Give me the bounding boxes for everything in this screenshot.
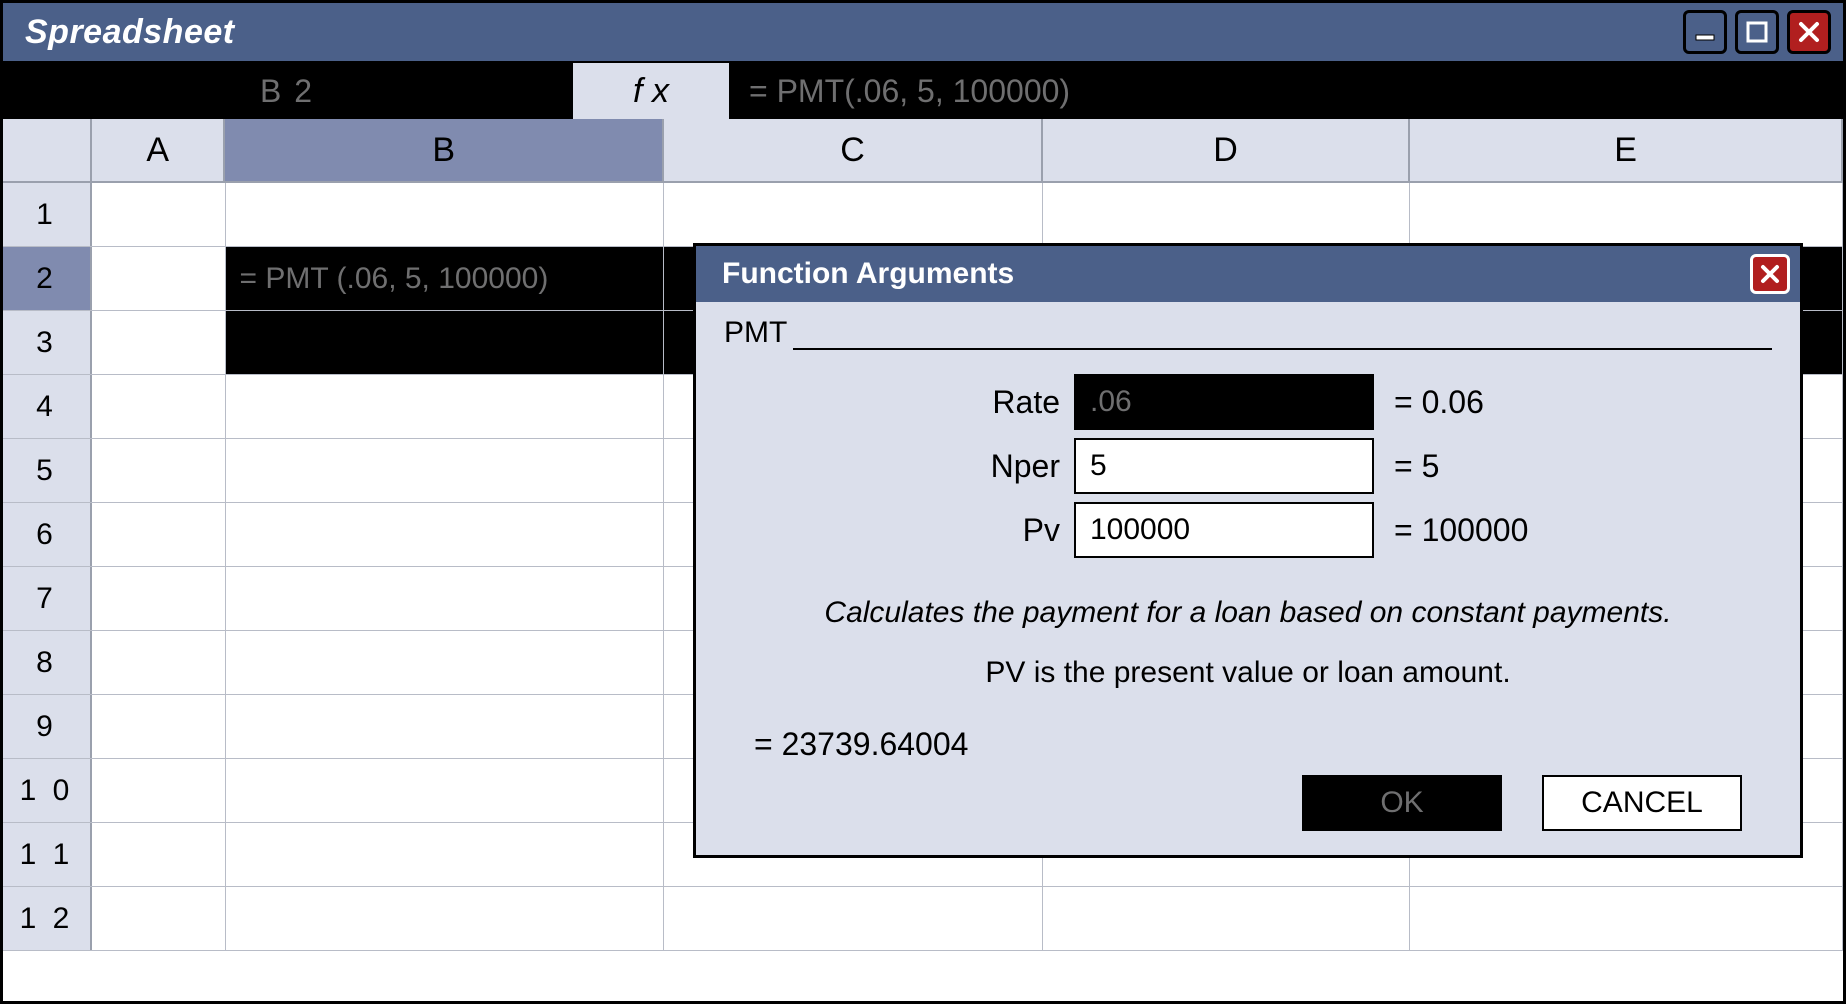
cancel-button[interactable]: CANCEL bbox=[1542, 775, 1742, 831]
cell[interactable] bbox=[92, 823, 226, 886]
cell[interactable] bbox=[1043, 887, 1410, 950]
close-button[interactable] bbox=[1787, 10, 1831, 54]
cell-reference-box[interactable]: B 2 bbox=[3, 63, 571, 119]
cell[interactable] bbox=[226, 375, 665, 438]
row-header[interactable]: 1 bbox=[3, 183, 92, 246]
dialog-close-button[interactable] bbox=[1750, 254, 1790, 294]
row-header[interactable]: 9 bbox=[3, 695, 92, 758]
cell[interactable] bbox=[664, 183, 1043, 246]
row-header[interactable]: 7 bbox=[3, 567, 92, 630]
row: 1 2 bbox=[3, 887, 1843, 951]
row-header[interactable]: 1 2 bbox=[3, 887, 92, 950]
column-header-e[interactable]: E bbox=[1410, 119, 1843, 181]
window-title: Spreadsheet bbox=[25, 13, 235, 52]
row-header[interactable]: 1 1 bbox=[3, 823, 92, 886]
maximize-button[interactable] bbox=[1735, 10, 1779, 54]
cell[interactable] bbox=[1410, 887, 1843, 950]
row-header[interactable]: 6 bbox=[3, 503, 92, 566]
dialog-titlebar: Function Arguments bbox=[696, 246, 1800, 302]
cell[interactable] bbox=[226, 183, 665, 246]
cell[interactable] bbox=[226, 631, 665, 694]
cell[interactable] bbox=[226, 439, 665, 502]
cell[interactable] bbox=[92, 567, 226, 630]
argument-row-rate: Rate = 0.06 bbox=[904, 370, 1772, 434]
cell[interactable] bbox=[92, 247, 226, 310]
function-name: PMT bbox=[724, 316, 791, 350]
select-all-corner[interactable] bbox=[3, 119, 92, 181]
argument-row-pv: Pv = 100000 bbox=[904, 498, 1772, 562]
rate-input[interactable] bbox=[1074, 374, 1374, 430]
argument-result: = 5 bbox=[1374, 448, 1439, 485]
row-header[interactable]: 2 bbox=[3, 247, 92, 310]
cell[interactable] bbox=[92, 311, 226, 374]
formula-bar: B 2 f x = PMT(.06, 5, 100000) bbox=[3, 63, 1843, 119]
row-header[interactable]: 1 0 bbox=[3, 759, 92, 822]
function-name-row: PMT bbox=[724, 316, 1772, 350]
row-header[interactable]: 8 bbox=[3, 631, 92, 694]
dialog-buttons: OK CANCEL bbox=[724, 775, 1772, 831]
cell[interactable] bbox=[226, 503, 665, 566]
argument-description: PV is the present value or loan amount. bbox=[724, 656, 1772, 690]
cell[interactable] bbox=[664, 887, 1043, 950]
row-header[interactable]: 5 bbox=[3, 439, 92, 502]
window-titlebar: Spreadsheet bbox=[3, 3, 1843, 63]
cell[interactable] bbox=[92, 503, 226, 566]
dialog-body: PMT Rate = 0.06 Nper = 5 Pv = 100000 Cal… bbox=[696, 302, 1800, 855]
cell[interactable] bbox=[92, 375, 226, 438]
cell[interactable] bbox=[1410, 183, 1843, 246]
cell[interactable] bbox=[92, 439, 226, 502]
minimize-button[interactable] bbox=[1683, 10, 1727, 54]
argument-label: Nper bbox=[904, 448, 1074, 485]
row-header[interactable]: 3 bbox=[3, 311, 92, 374]
argument-label: Pv bbox=[904, 512, 1074, 549]
dialog-title: Function Arguments bbox=[722, 257, 1014, 291]
nper-input[interactable] bbox=[1074, 438, 1374, 494]
column-header-b[interactable]: B bbox=[225, 119, 664, 181]
window-controls bbox=[1683, 10, 1831, 54]
cell[interactable] bbox=[226, 567, 665, 630]
argument-result: = 100000 bbox=[1374, 512, 1528, 549]
cell[interactable] bbox=[226, 311, 665, 374]
argument-result: = 0.06 bbox=[1374, 384, 1484, 421]
cell[interactable] bbox=[226, 759, 665, 822]
column-header-c[interactable]: C bbox=[664, 119, 1043, 181]
function-name-underline bbox=[793, 322, 1772, 350]
ok-button[interactable]: OK bbox=[1302, 775, 1502, 831]
cell[interactable] bbox=[1043, 183, 1410, 246]
column-headers: A B C D E bbox=[3, 119, 1843, 183]
column-header-a[interactable]: A bbox=[92, 119, 225, 181]
cell[interactable] bbox=[92, 887, 226, 950]
row-header[interactable]: 4 bbox=[3, 375, 92, 438]
arguments-table: Rate = 0.06 Nper = 5 Pv = 100000 bbox=[904, 370, 1772, 562]
cell[interactable] bbox=[226, 823, 665, 886]
row: 1 bbox=[3, 183, 1843, 247]
argument-label: Rate bbox=[904, 384, 1074, 421]
pv-input[interactable] bbox=[1074, 502, 1374, 558]
function-result: = 23739.64004 bbox=[754, 726, 1772, 763]
argument-row-nper: Nper = 5 bbox=[904, 434, 1772, 498]
cell[interactable] bbox=[92, 695, 226, 758]
cell[interactable] bbox=[92, 631, 226, 694]
function-description: Calculates the payment for a loan based … bbox=[724, 596, 1772, 630]
cell[interactable] bbox=[226, 887, 665, 950]
column-header-d[interactable]: D bbox=[1043, 119, 1410, 181]
cell[interactable] bbox=[92, 759, 226, 822]
cell[interactable] bbox=[226, 695, 665, 758]
formula-input[interactable]: = PMT(.06, 5, 100000) bbox=[731, 63, 1843, 119]
function-arguments-dialog: Function Arguments PMT Rate = 0.06 Nper … bbox=[693, 243, 1803, 858]
fx-button[interactable]: f x bbox=[571, 63, 731, 119]
active-cell[interactable]: = PMT (.06, 5, 100000) bbox=[226, 247, 665, 310]
cell[interactable] bbox=[92, 183, 226, 246]
